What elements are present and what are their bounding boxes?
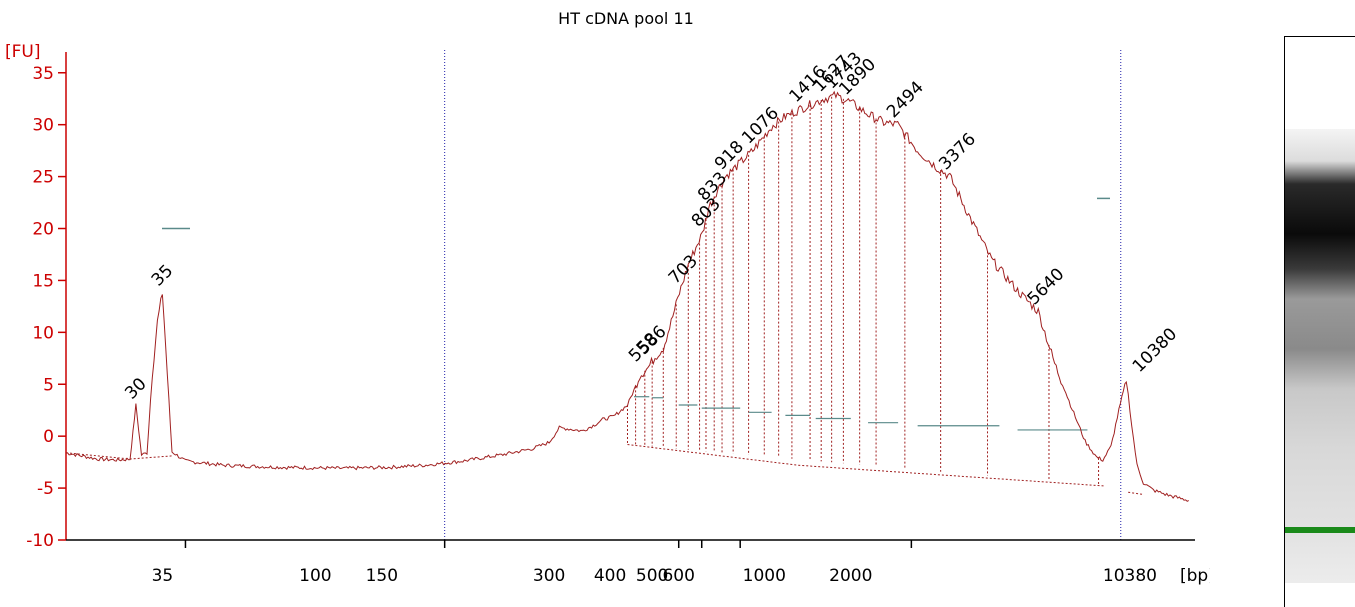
x-tick-label: 100 bbox=[299, 566, 331, 586]
x-tick-label: 600 bbox=[662, 566, 694, 586]
gel-sample-smear bbox=[1285, 129, 1355, 583]
peak-label: 833 bbox=[694, 168, 731, 205]
peak-label: 10380 bbox=[1129, 324, 1181, 376]
y-tick-label: -5 bbox=[37, 479, 54, 499]
peak-label: 2494 bbox=[883, 77, 928, 122]
trace-line bbox=[65, 90, 1189, 502]
gel-image bbox=[1284, 36, 1355, 607]
y-tick-label: 30 bbox=[32, 116, 54, 136]
peak-label: 5640 bbox=[1024, 264, 1069, 309]
y-tick-label: 35 bbox=[32, 64, 54, 84]
peak-label: 35 bbox=[148, 261, 177, 290]
y-axis-label: [FU] bbox=[5, 42, 41, 62]
y-tick-label: 0 bbox=[43, 427, 54, 447]
y-tick-label: 25 bbox=[32, 168, 54, 188]
y-tick-label: 10 bbox=[32, 323, 54, 343]
baseline bbox=[1128, 491, 1143, 495]
x-tick-label: 150 bbox=[366, 566, 398, 586]
y-tick-label: 20 bbox=[32, 220, 54, 240]
y-tick-label: 15 bbox=[32, 271, 54, 291]
x-axis-label: [bp] bbox=[1180, 566, 1210, 586]
x-tick-label: 500 bbox=[636, 566, 668, 586]
baseline bbox=[627, 443, 1105, 487]
x-tick-label: 400 bbox=[594, 566, 626, 586]
peak-label: 703 bbox=[665, 251, 702, 288]
electropherogram-chart: HT cDNA pool 11 [FU] [bp] -10 -5 0 5 10 15 20 2… bbox=[5, 9, 1210, 586]
x-tick-label: 10380 bbox=[1103, 566, 1157, 586]
x-tick-label: 1000 bbox=[743, 566, 786, 586]
chart-title: HT cDNA pool 11 bbox=[558, 9, 694, 28]
gel-lower-marker-band bbox=[1285, 527, 1355, 533]
x-tick-label: 300 bbox=[533, 566, 565, 586]
x-tick-label: 2000 bbox=[829, 566, 872, 586]
peak-label: 30 bbox=[121, 374, 150, 403]
y-tick-label: 5 bbox=[43, 375, 54, 395]
y-tick-label: -10 bbox=[26, 531, 54, 551]
x-tick-label: 35 bbox=[152, 566, 174, 586]
peak-label: 3376 bbox=[935, 129, 980, 174]
